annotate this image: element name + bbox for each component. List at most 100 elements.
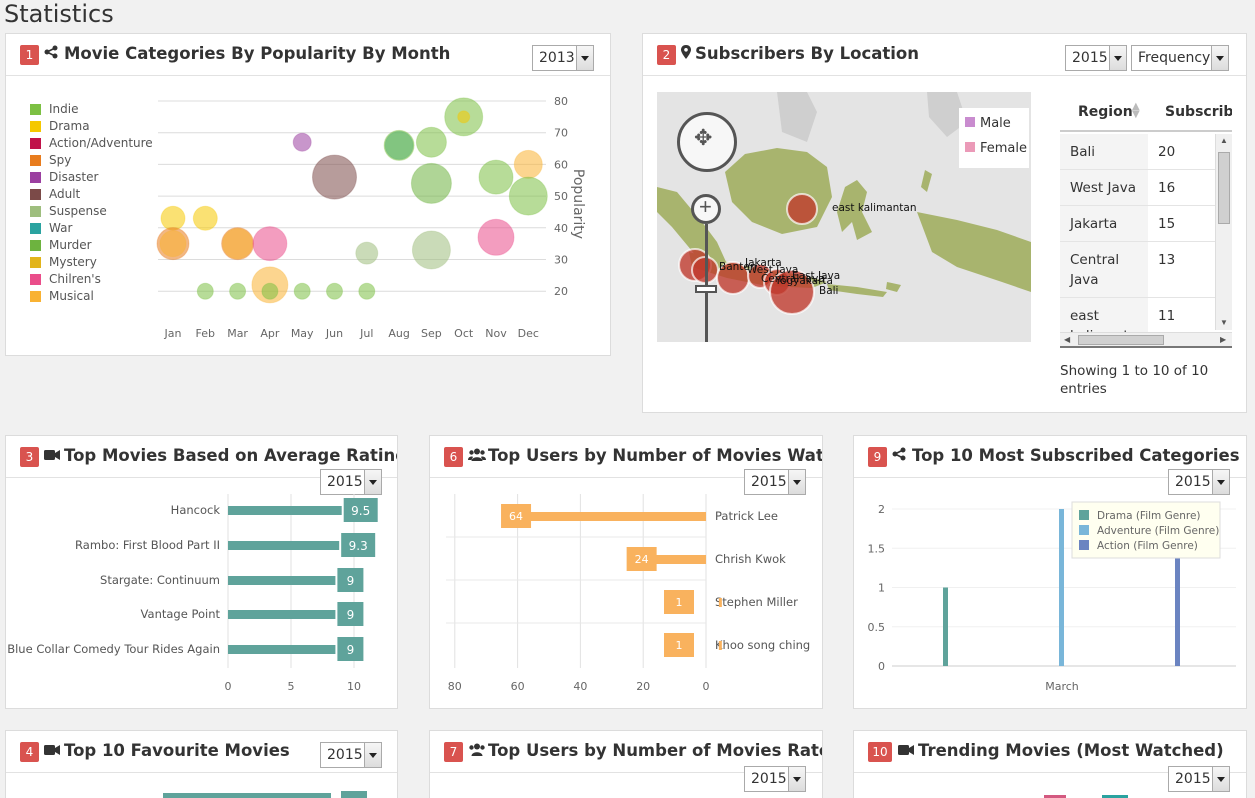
- scrollbar-left-arrow[interactable]: ◀: [1064, 335, 1071, 344]
- y-tick-label: 60: [554, 158, 568, 171]
- legend-item[interactable]: Spy: [30, 153, 71, 167]
- sort-icon[interactable]: ▲ ▼: [1132, 101, 1140, 120]
- bubble-point: [410, 162, 452, 204]
- column-header-subscribe[interactable]: Subscribe: [1165, 104, 1232, 120]
- chevron-down-icon[interactable]: [364, 470, 381, 494]
- chevron-down-icon[interactable]: [788, 767, 805, 791]
- x-tick-label: Dec: [518, 327, 539, 340]
- chevron-down-icon[interactable]: [788, 470, 805, 494]
- bubble-point: [326, 282, 343, 300]
- table-row[interactable]: West Java 16: [1060, 170, 1215, 206]
- legend-label: Disaster: [49, 170, 99, 184]
- legend-item[interactable]: Murder: [30, 238, 92, 252]
- bar-value-box: [626, 547, 657, 571]
- panel-header: 7 Top Users by Number of Movies Rated: [430, 731, 822, 773]
- bar-value-box: [664, 633, 694, 657]
- panel-badge: 7: [444, 742, 463, 762]
- bubble-point: [160, 205, 186, 231]
- year-select-value: 2015: [751, 474, 787, 490]
- land-sulawesi: [837, 180, 872, 240]
- year-select[interactable]: 2013: [532, 45, 594, 71]
- chevron-down-icon[interactable]: [1211, 46, 1228, 70]
- legend-item[interactable]: War: [30, 221, 72, 235]
- chevron-down-icon[interactable]: [1212, 470, 1229, 494]
- bubble-point: [513, 149, 543, 179]
- panel-title-text: Top 10 Most Subscribed Categories: [912, 446, 1240, 465]
- year-select[interactable]: 2015: [320, 742, 382, 768]
- bar-value-label: 9.5: [351, 504, 370, 518]
- chevron-down-icon[interactable]: [364, 743, 381, 767]
- bubble-point: [383, 129, 415, 161]
- legend-item[interactable]: Mystery: [30, 255, 97, 269]
- share-icon: [892, 447, 910, 465]
- x-tick-label: 10: [347, 680, 361, 693]
- year-select[interactable]: 2015: [1065, 45, 1127, 71]
- bar-value-box: [343, 498, 378, 522]
- table-row[interactable]: Central Java 13: [1060, 242, 1215, 298]
- chevron-down-icon[interactable]: [1212, 767, 1229, 791]
- pan-arrows-icon: ✥: [694, 125, 713, 150]
- legend-label: Female: [980, 141, 1028, 156]
- legend-item[interactable]: Musical: [30, 289, 94, 303]
- scrollbar-up-arrow[interactable]: ▲: [1220, 136, 1228, 145]
- panel-top-users-rated: 7 Top Users by Number of Movies Rated 20…: [429, 730, 823, 798]
- x-tick-label: Jan: [164, 327, 182, 340]
- scrollbar-down-arrow[interactable]: ▼: [1220, 318, 1228, 327]
- x-tick-label: Nov: [485, 327, 507, 340]
- table-cell-value: 16: [1158, 180, 1176, 196]
- legend-item[interactable]: Drama: [30, 119, 90, 133]
- legend-item[interactable]: Chilren's: [30, 272, 101, 286]
- x-tick-label: Jul: [359, 327, 373, 340]
- year-select[interactable]: 2015: [1168, 469, 1230, 495]
- table-row[interactable]: east kalimantan 11: [1060, 298, 1215, 344]
- column-header-region[interactable]: Region: [1078, 104, 1133, 120]
- location-map[interactable]: east kalimantan Banten Jakarta West Java Cen…: [657, 92, 1031, 342]
- year-select[interactable]: 2015: [320, 469, 382, 495]
- panel-badge: 1: [20, 45, 39, 65]
- legend-swatch: [30, 189, 41, 200]
- scrollbar-thumb[interactable]: [1078, 335, 1164, 345]
- users-icon: [468, 742, 486, 760]
- zoom-slider-handle[interactable]: [695, 285, 717, 293]
- legend-label: Mystery: [49, 255, 97, 269]
- year-select[interactable]: 2015: [744, 766, 806, 792]
- bar: [228, 506, 342, 515]
- panel-title-text: Subscribers By Location: [695, 44, 920, 63]
- panel-header: 4 Top 10 Favourite Movies 2015: [6, 731, 397, 773]
- chevron-down-icon[interactable]: [576, 46, 593, 70]
- y-tick-label: 1: [878, 582, 885, 595]
- legend-item[interactable]: Action/Adventure: [30, 136, 153, 150]
- table-row[interactable]: Bali 20: [1060, 134, 1215, 170]
- map-legend-item: Female: [965, 141, 1027, 156]
- legend-item[interactable]: Indie: [30, 102, 78, 116]
- video-camera-icon: [898, 742, 916, 760]
- map-pan-control[interactable]: ✥: [677, 112, 737, 172]
- bar: [228, 541, 340, 550]
- year-select[interactable]: 2015: [744, 469, 806, 495]
- vertical-scrollbar[interactable]: ▲ ▼: [1215, 134, 1232, 330]
- scrollbar-right-arrow[interactable]: ▶: [1220, 335, 1227, 344]
- metric-select[interactable]: Frequency: [1131, 45, 1229, 71]
- panel-badge: 9: [868, 447, 887, 467]
- horizontal-scrollbar[interactable]: ◀ ▶: [1060, 332, 1232, 348]
- map-legend-item: Male: [965, 116, 1011, 131]
- table-info: Showing 1 to 10 of 10 entries: [1060, 363, 1209, 397]
- legend-item[interactable]: Adult: [30, 187, 80, 201]
- zoom-slider-track[interactable]: [705, 224, 708, 342]
- bar-value-box: [341, 533, 376, 557]
- legend-item[interactable]: Suspense: [30, 204, 107, 218]
- zoom-in-button[interactable]: +: [691, 194, 721, 224]
- bar-value-label: 1: [676, 596, 683, 609]
- bubble-point: [252, 226, 288, 262]
- bubble-point: [477, 218, 515, 256]
- panel-badge: 10: [868, 742, 892, 762]
- year-select[interactable]: 2015: [1168, 766, 1230, 792]
- bubble-point: [261, 282, 279, 300]
- table-row[interactable]: Jakarta 15: [1060, 206, 1215, 242]
- table-cell-value: 15: [1158, 216, 1176, 232]
- scrollbar-thumb[interactable]: [1218, 152, 1230, 224]
- legend-item[interactable]: Disaster: [30, 170, 99, 184]
- chart-bar-partial: [1044, 795, 1066, 798]
- chevron-down-icon[interactable]: [1109, 46, 1126, 70]
- bubble-point: [222, 228, 254, 260]
